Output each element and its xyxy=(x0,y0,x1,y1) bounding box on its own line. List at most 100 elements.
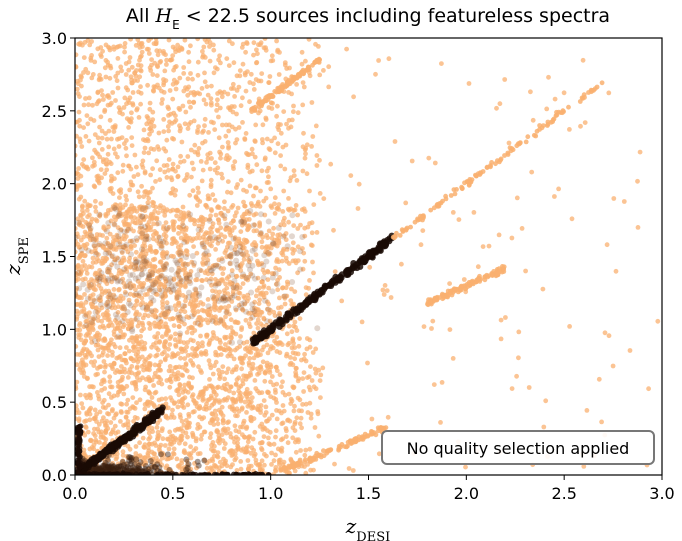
data-point xyxy=(270,240,277,247)
data-point xyxy=(187,280,194,286)
data-point xyxy=(148,38,154,41)
data-point xyxy=(175,174,181,180)
data-point xyxy=(104,300,111,306)
data-point xyxy=(158,272,165,279)
data-point xyxy=(180,221,186,227)
data-point xyxy=(285,311,292,319)
data-point xyxy=(208,383,214,389)
data-point xyxy=(93,204,98,210)
data-point xyxy=(278,163,284,169)
data-point xyxy=(140,204,146,210)
data-point xyxy=(99,452,107,460)
data-point xyxy=(237,247,244,254)
data-point xyxy=(158,282,163,288)
data-point xyxy=(113,370,118,375)
data-point xyxy=(231,292,238,299)
data-point xyxy=(310,134,316,139)
data-point xyxy=(273,465,279,470)
data-point xyxy=(194,272,201,279)
data-point xyxy=(252,299,258,305)
data-point xyxy=(461,277,467,282)
data-point xyxy=(246,463,252,469)
data-point xyxy=(307,400,313,406)
data-point xyxy=(75,86,80,92)
data-point xyxy=(85,214,90,220)
data-point xyxy=(245,396,251,402)
data-point xyxy=(222,234,228,240)
data-point xyxy=(138,84,143,90)
data-point xyxy=(228,86,234,91)
data-point xyxy=(169,286,176,293)
data-point xyxy=(183,418,189,423)
data-point xyxy=(178,153,184,159)
data-point xyxy=(149,57,155,62)
data-point xyxy=(170,236,175,242)
data-point xyxy=(178,415,183,420)
data-point xyxy=(262,157,268,163)
data-point xyxy=(239,406,245,412)
data-point xyxy=(101,97,106,102)
data-point xyxy=(165,353,170,358)
data-point xyxy=(185,461,192,468)
data-point xyxy=(195,302,201,308)
data-point xyxy=(82,243,88,249)
data-point xyxy=(198,284,205,291)
data-point xyxy=(155,269,161,274)
data-point xyxy=(262,426,268,431)
data-point xyxy=(75,272,79,277)
data-point xyxy=(203,248,210,255)
data-point xyxy=(155,220,162,227)
data-point xyxy=(97,301,104,308)
data-point xyxy=(102,465,109,472)
data-point xyxy=(280,209,286,214)
data-point xyxy=(228,384,234,390)
data-point xyxy=(93,342,99,348)
data-point xyxy=(297,316,303,321)
data-point xyxy=(81,447,87,453)
data-point xyxy=(87,229,93,235)
data-point xyxy=(308,415,314,421)
data-point xyxy=(83,454,89,460)
data-point xyxy=(177,335,183,340)
data-point xyxy=(561,90,567,96)
data-point xyxy=(147,378,153,384)
data-point xyxy=(230,235,237,242)
data-point xyxy=(102,463,109,470)
data-point xyxy=(152,287,159,294)
data-point xyxy=(247,434,252,439)
data-point xyxy=(244,298,250,304)
data-point xyxy=(279,258,285,264)
data-point xyxy=(152,404,158,409)
data-point xyxy=(129,135,135,141)
data-point xyxy=(168,283,175,290)
data-point xyxy=(218,340,223,345)
data-point xyxy=(272,270,279,277)
data-point xyxy=(505,152,511,157)
data-point xyxy=(146,272,153,279)
data-point xyxy=(176,231,181,236)
data-point xyxy=(146,225,152,231)
data-point xyxy=(149,281,156,288)
data-point xyxy=(267,147,273,153)
data-point xyxy=(114,78,120,84)
data-point xyxy=(103,428,109,433)
data-point xyxy=(220,271,226,277)
data-point xyxy=(138,271,145,278)
data-point xyxy=(214,305,219,311)
data-point xyxy=(259,310,265,315)
data-point xyxy=(260,279,265,285)
data-point xyxy=(146,150,152,156)
data-point xyxy=(151,84,157,89)
data-point xyxy=(242,136,248,142)
data-point xyxy=(184,425,190,431)
data-point xyxy=(83,267,89,272)
data-point xyxy=(161,205,167,211)
data-point xyxy=(107,231,113,237)
data-point xyxy=(163,148,169,154)
data-point xyxy=(92,359,98,365)
data-point xyxy=(621,199,627,204)
data-point xyxy=(84,311,89,317)
data-point xyxy=(302,233,308,239)
data-point xyxy=(139,213,146,220)
data-point xyxy=(221,295,227,301)
